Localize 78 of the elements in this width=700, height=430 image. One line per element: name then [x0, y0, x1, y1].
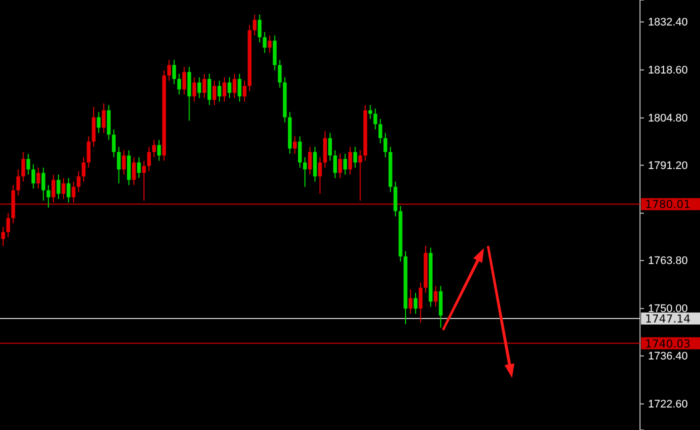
candlestick — [318, 156, 322, 194]
candlestick — [197, 76, 202, 99]
candlestick — [408, 288, 412, 314]
candlestick — [252, 14, 257, 36]
candlestick — [41, 167, 46, 202]
candlestick — [218, 80, 222, 102]
y-tick-label: 1791.20 — [648, 160, 688, 172]
candlestick — [308, 146, 312, 176]
y-tick-label: 1832.40 — [648, 16, 688, 28]
candlestick — [1, 226, 6, 246]
candlestick — [26, 153, 30, 176]
candlestick — [86, 136, 91, 168]
candlestick — [414, 292, 418, 314]
candlestick — [6, 212, 10, 238]
candlestick — [62, 178, 66, 200]
candlestick — [418, 282, 422, 323]
candlestick — [132, 156, 136, 186]
candlestick — [353, 146, 358, 168]
candlestick — [242, 80, 246, 102]
candlestick — [262, 32, 267, 54]
candlestick — [258, 14, 262, 43]
candlestick — [82, 156, 86, 182]
ref-line-label: 1780.01 — [645, 198, 690, 212]
y-tick-label: 1736.40 — [648, 350, 688, 362]
candlestick — [152, 139, 156, 158]
candlestick — [172, 59, 176, 85]
y-tick-label: 1750.00 — [648, 303, 688, 316]
ref-line-label: 1747.14 — [645, 312, 690, 326]
candlestick — [36, 167, 40, 190]
candlestick — [378, 118, 382, 144]
candlestick — [303, 156, 307, 188]
candlestick — [182, 66, 186, 96]
candlestick — [72, 181, 76, 203]
y-tick-label: 1763.80 — [648, 255, 688, 268]
candlestick — [222, 76, 226, 102]
candlestick — [122, 150, 126, 176]
ref-line-label: 1740.03 — [645, 337, 690, 350]
candlestick — [348, 146, 352, 176]
candlestick — [383, 132, 388, 158]
candlestick — [137, 156, 141, 179]
candlestick — [368, 104, 372, 120]
candlestick — [212, 80, 216, 106]
y-tick-label: 1818.60 — [648, 64, 688, 76]
candlestick — [31, 164, 36, 190]
candlestick — [278, 59, 282, 88]
candlestick — [52, 174, 56, 203]
candlestick — [56, 174, 60, 200]
candlestick — [102, 102, 106, 134]
candlestick — [96, 112, 101, 134]
y-tick-label: 1722.60 — [648, 398, 688, 410]
candlestick — [112, 128, 116, 158]
candlestick — [147, 146, 151, 172]
candlestick — [207, 73, 212, 106]
candlestick — [76, 170, 80, 193]
candlestick — [328, 132, 332, 162]
candlestick — [142, 160, 146, 202]
candlestick — [338, 153, 342, 179]
candlestick — [434, 285, 438, 308]
candlestick — [177, 73, 182, 96]
candlestick — [16, 168, 20, 196]
candlestick — [333, 150, 337, 179]
candlestick — [116, 146, 121, 184]
candlestick — [292, 136, 297, 154]
candlestick — [238, 73, 242, 102]
candlestick — [228, 76, 232, 99]
candlestick — [21, 152, 26, 182]
y-tick-label: 1804.80 — [648, 112, 688, 124]
candlestick — [167, 59, 171, 82]
candlestick — [232, 73, 236, 99]
candlestick — [192, 76, 196, 102]
candlestick — [66, 178, 70, 203]
candlestick — [157, 139, 161, 162]
candlestick — [343, 153, 348, 176]
candlestick — [268, 34, 272, 54]
candlestick — [46, 184, 50, 208]
candlestick — [298, 136, 302, 168]
candlestick — [358, 150, 362, 202]
candlestick — [202, 73, 206, 99]
